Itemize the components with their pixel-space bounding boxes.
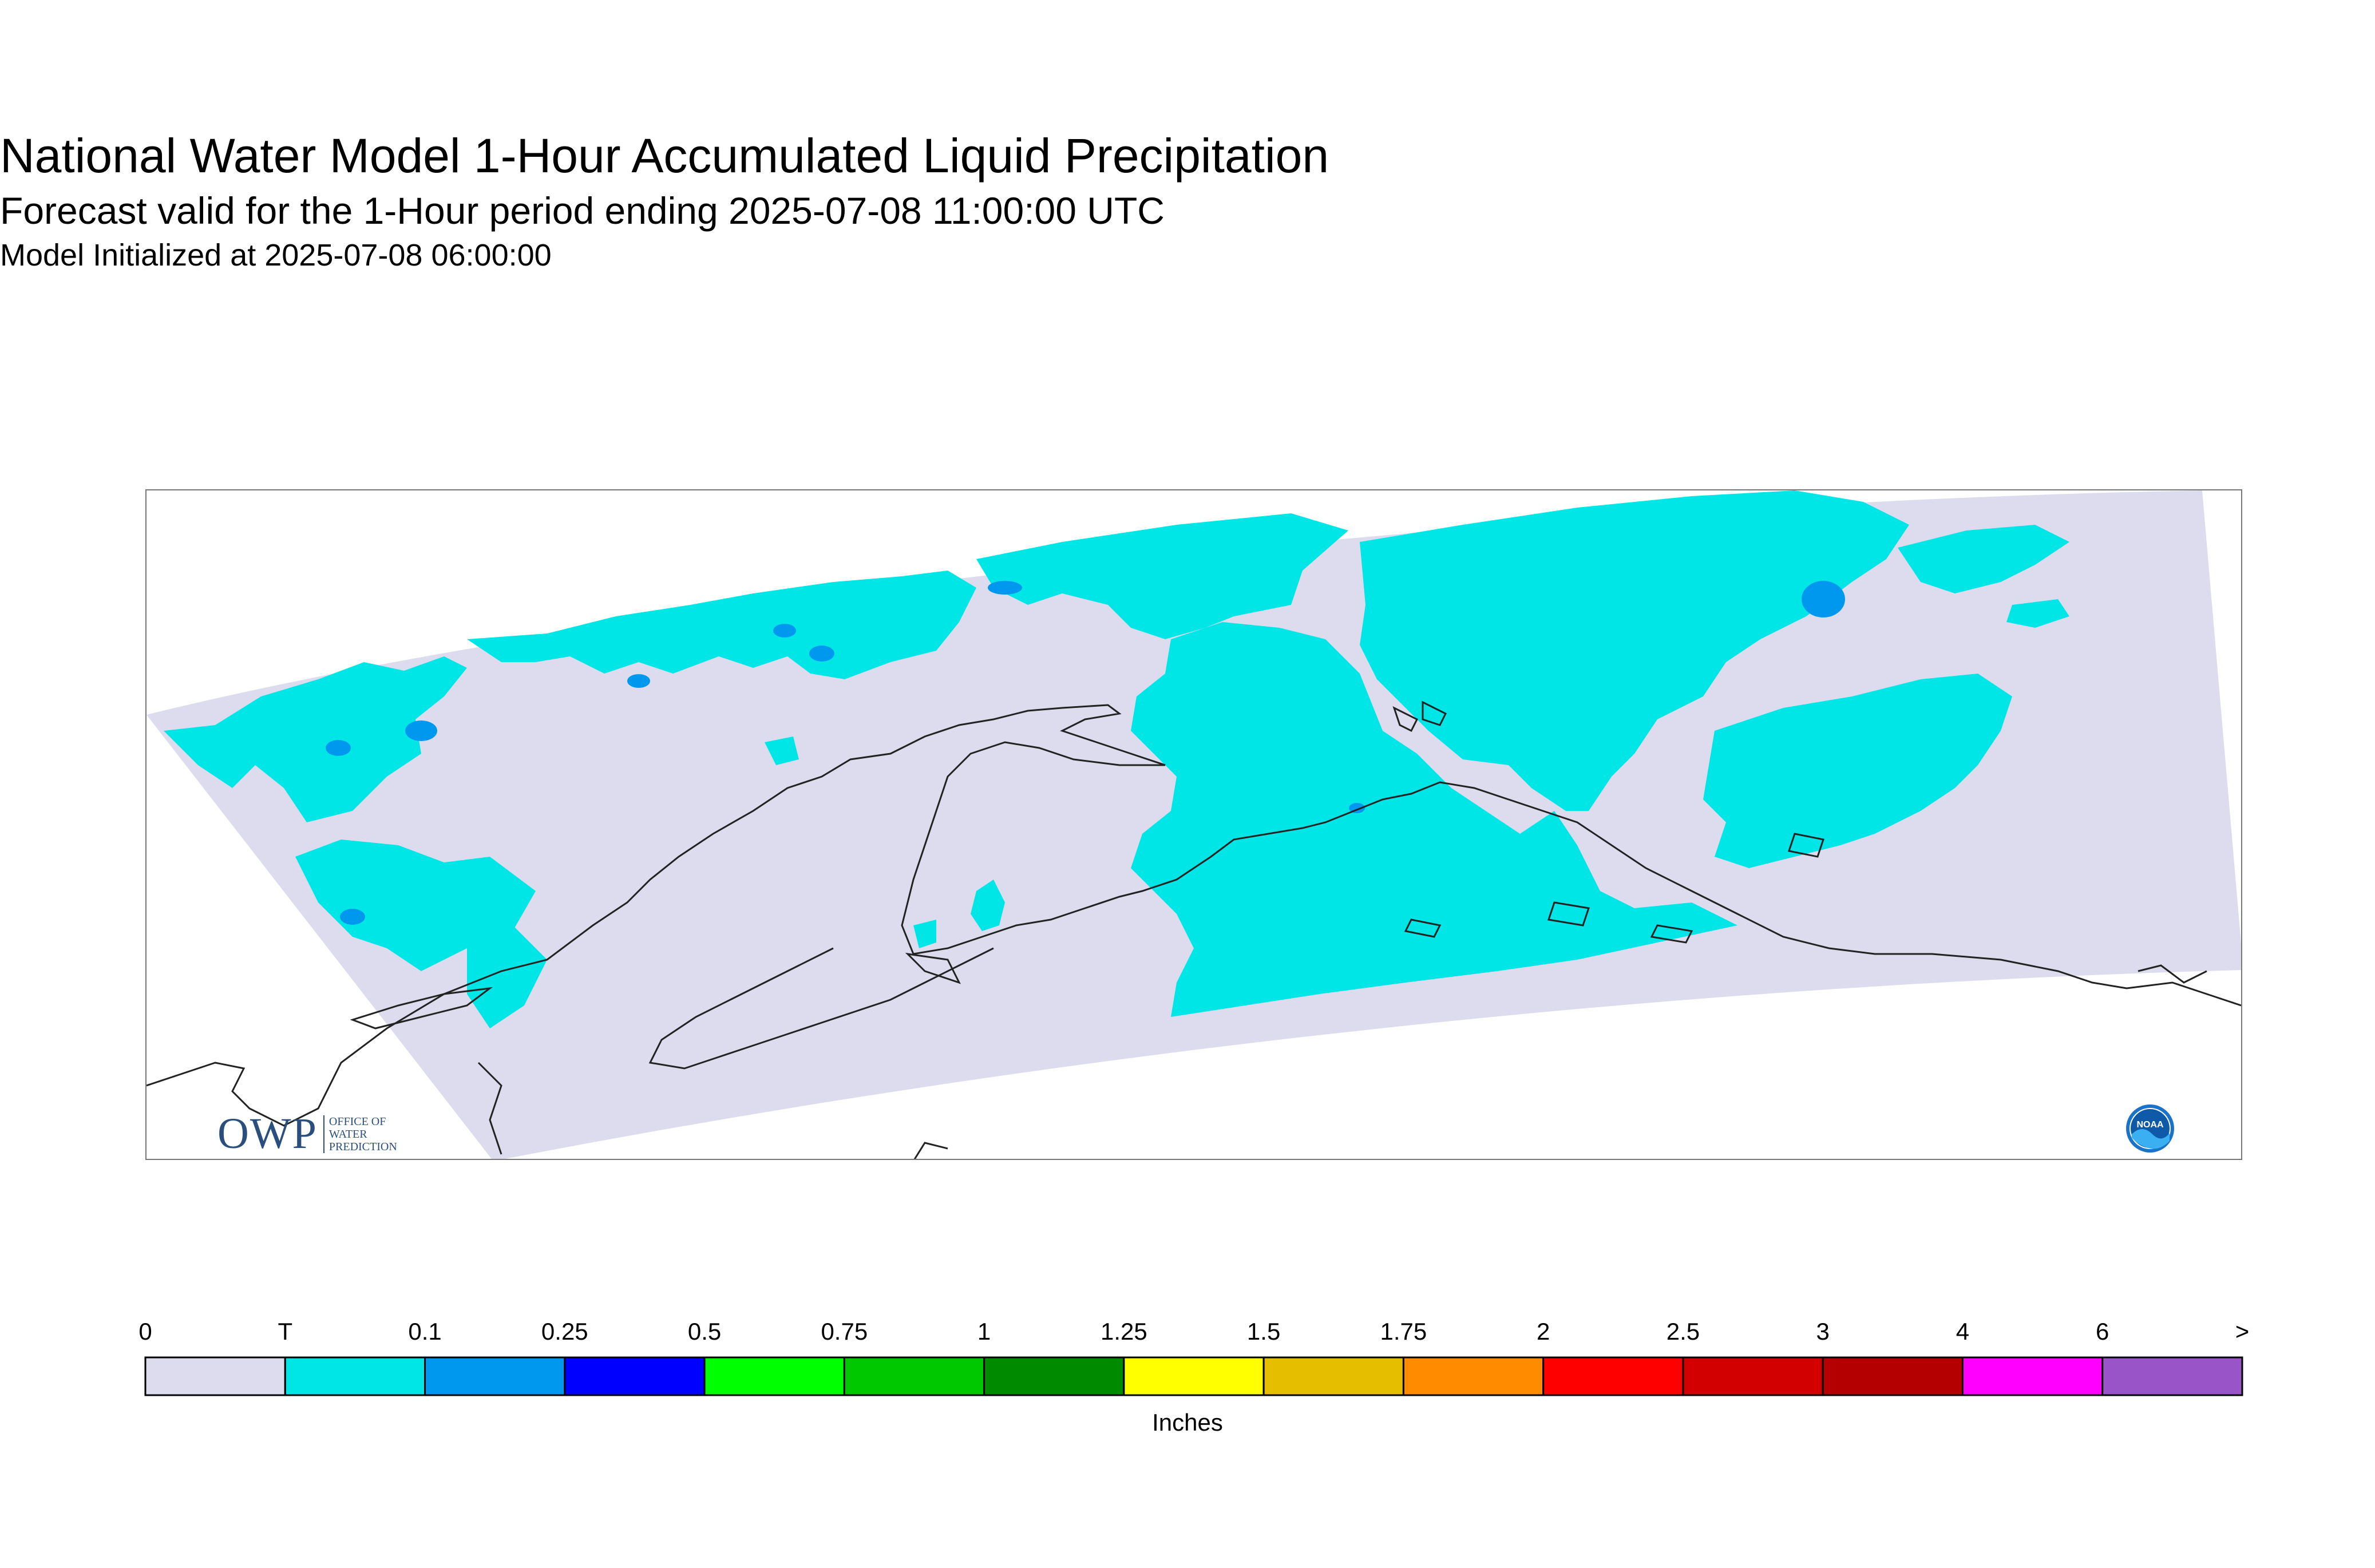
legend-color-box: [1262, 1356, 1404, 1396]
legend-color-box: [703, 1356, 845, 1396]
precip-area-north-band: [467, 571, 976, 679]
legend-tick-label: T: [278, 1318, 293, 1345]
island-outline-4: [1788, 833, 1824, 858]
lake-outline-1: [905, 952, 961, 984]
noaa-logo: NOAA: [2125, 1103, 2175, 1154]
legend-color-box: [284, 1356, 426, 1396]
precipitation-map: [145, 489, 2242, 1160]
legend-tick-label: 2.5: [1666, 1318, 1700, 1345]
heavier-patch: [773, 624, 796, 638]
legend-color-box: [1542, 1356, 1684, 1396]
lake-outline-3: [1392, 706, 1419, 732]
heavier-patch: [326, 740, 351, 756]
precipitation-color-legend: [144, 1356, 2243, 1396]
legend-tick-label: 6: [2096, 1318, 2109, 1345]
legend-color-box: [1822, 1356, 1964, 1396]
precip-area-east-large: [1360, 490, 1909, 811]
noaa-emblem-icon: NOAA: [2126, 1104, 2174, 1153]
island-outline-3: [1650, 924, 1693, 944]
noaa-logo-text: NOAA: [2136, 1120, 2164, 1130]
precip-area-west-south: [467, 925, 547, 1028]
map-canvas: [147, 490, 2241, 1159]
precip-area-west-lower: [295, 840, 536, 971]
legend-color-box: [564, 1356, 706, 1396]
precip-area-small-2: [913, 920, 936, 948]
island-outline-2: [1547, 901, 1590, 926]
coast-south-bottom: [913, 1142, 948, 1159]
legend-tick-label: 1.25: [1100, 1318, 1147, 1345]
owp-logo-mark: OWP: [217, 1110, 318, 1158]
legend-tick-label: 0.1: [408, 1318, 442, 1345]
legend-units-label: Inches: [1152, 1409, 1223, 1436]
legend-tick-label: >: [2235, 1318, 2250, 1345]
inlet-outline: [2138, 964, 2207, 984]
precip-area-east-lower: [1703, 674, 2012, 868]
owp-logo-subtitle: OFFICE OF WATER PREDICTION: [323, 1115, 397, 1153]
coastlines: [147, 700, 2241, 1159]
heavier-patch: [340, 909, 365, 925]
legend-color-box: [1402, 1356, 1545, 1396]
precip-area-small-1: [971, 880, 1005, 931]
heavier-patch: [988, 581, 1022, 595]
legend-tick-label: 1.75: [1380, 1318, 1427, 1345]
precip-area-far-east: [1898, 525, 2069, 593]
forecast-valid-subtitle: Forecast valid for the 1-Hour period end…: [0, 189, 1165, 232]
main-title: National Water Model 1-Hour Accumulated …: [0, 129, 1329, 183]
coastline-peninsula: [648, 947, 994, 1070]
legend-color-box: [424, 1356, 566, 1396]
legend-color-box: [144, 1356, 286, 1396]
coastline-mainland: [147, 704, 2241, 1127]
heavier-patch: [405, 720, 437, 741]
legend-color-box: [1682, 1356, 1824, 1396]
heavier-patch: [1802, 581, 1845, 617]
legend-color-box: [983, 1356, 1125, 1396]
legend-color-box: [1961, 1356, 2104, 1396]
light-rain-patches: [326, 581, 1845, 925]
legend-tick-label: 2: [1536, 1318, 1550, 1345]
coastline-west-islands: [350, 987, 493, 1030]
owp-line-2: WATER: [328, 1127, 367, 1141]
owp-line-1: OFFICE OF: [328, 1115, 386, 1128]
precip-area-northwest: [164, 656, 467, 822]
legend-tick-label: 1.5: [1246, 1318, 1281, 1345]
legend-color-box: [2101, 1356, 2243, 1396]
legend-color-box: [1123, 1356, 1265, 1396]
precip-area-north-central: [976, 513, 1348, 639]
legend-tick-label: 3: [1816, 1318, 1830, 1345]
legend-tick-label: 0: [138, 1318, 152, 1345]
owp-line-3: PREDICTION: [328, 1140, 397, 1153]
precip-area-small-4: [2006, 599, 2069, 628]
island-outline-1: [1404, 918, 1442, 938]
owp-logo: OWP OFFICE OF WATER PREDICTION: [217, 1109, 397, 1159]
coastline-southwest: [477, 1062, 502, 1155]
legend-tick-label: 0.25: [541, 1318, 588, 1345]
heavier-patch: [809, 646, 834, 662]
precip-area-small-3: [765, 737, 799, 765]
heavier-patch: [627, 674, 650, 688]
lake-outline-2: [1422, 700, 1447, 726]
legend-tick-label: 0.75: [821, 1318, 868, 1345]
legend-tick-label: 1: [977, 1318, 991, 1345]
legend-color-box: [843, 1356, 985, 1396]
legend-tick-label: 4: [1956, 1318, 1970, 1345]
legend-tick-label: 0.5: [687, 1318, 722, 1345]
model-initialized-subtitle: Model Initialized at 2025-07-08 06:00:00: [0, 238, 552, 272]
legend-tick-labels: 0 T 0.1 0.25 0.5 0.75 1 1.25 1.5 1.75 2 2.5 3 4 6 >: [138, 1317, 2249, 1352]
